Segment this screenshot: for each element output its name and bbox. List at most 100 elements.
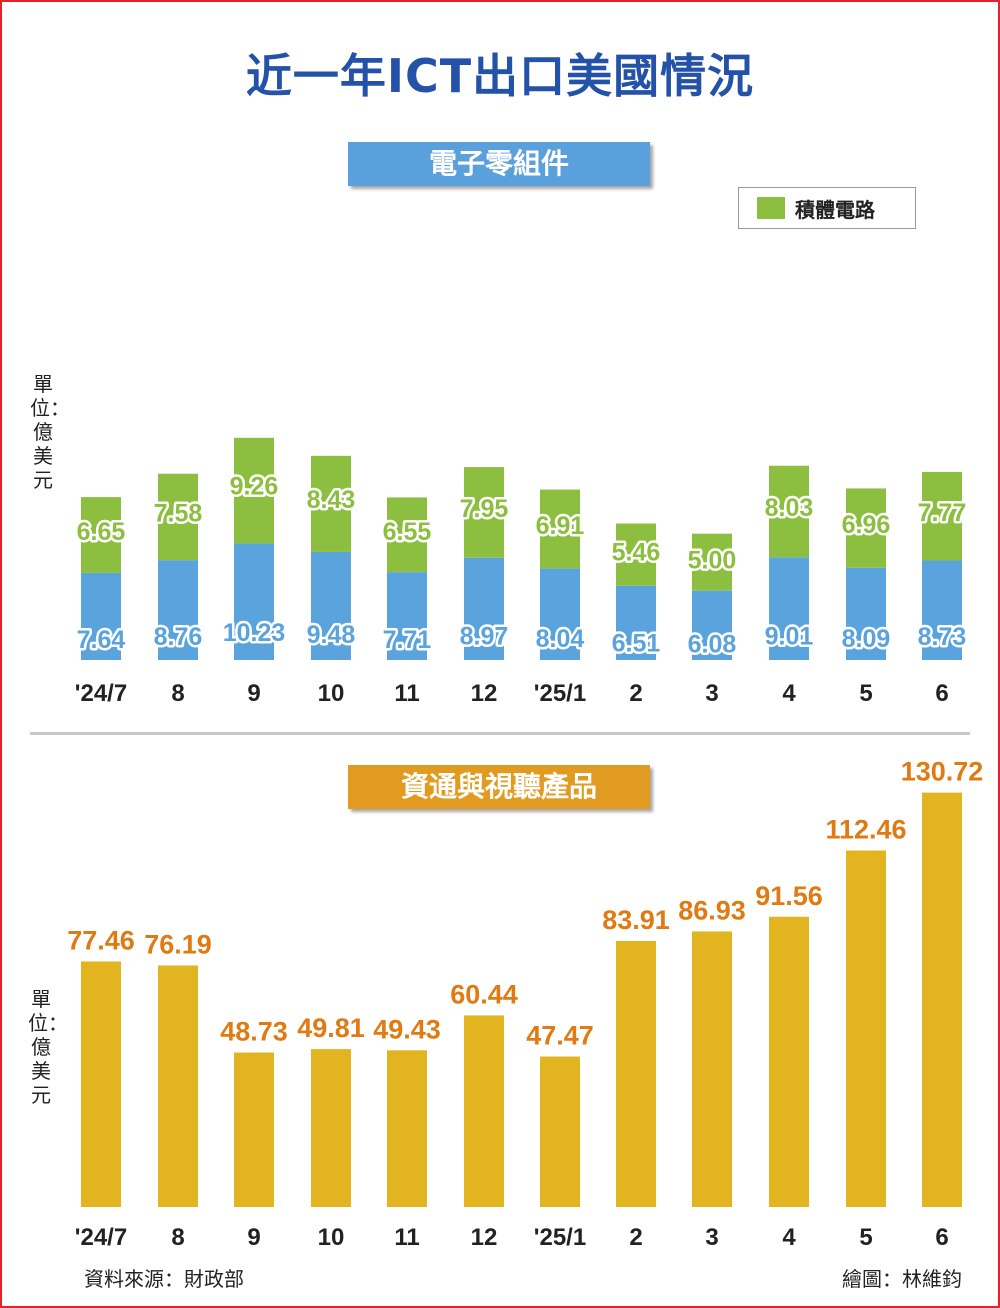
value-label-blue-1: 8.76 [154, 623, 203, 651]
x-tick-label-top-5: 12 [471, 680, 498, 707]
bar-green-5 [464, 467, 504, 558]
bar-green-7 [616, 523, 656, 586]
value-label-green-1: 7.58 [154, 500, 203, 528]
value-label-blue-4: 7.71 [383, 626, 432, 654]
value-label-1: 76.19 [144, 929, 212, 959]
x-tick-label-top-8: 3 [705, 680, 718, 707]
electronic-components-chart: 7.64 6.65 '24/7 8.76 7.58 8 10.23 9.26 9 9.48 8.43… [74, 437, 969, 707]
bar-gold-3 [311, 1049, 351, 1207]
value-label-blue-5: 8.97 [460, 622, 509, 650]
x-tick-label-top-3: 10 [318, 680, 345, 707]
bar-blue-8 [692, 590, 732, 660]
value-label-green-8: 5.00 [688, 546, 737, 574]
x-tick-label-top-10: 5 [859, 680, 872, 707]
bar-green-6 [540, 489, 580, 569]
value-label-blue-0: 7.64 [77, 626, 126, 654]
legend: 積體電路 [738, 187, 916, 229]
bar-green-0 [81, 497, 121, 573]
bar-gold-7 [616, 941, 656, 1207]
value-label-blue-7: 6.51 [612, 629, 661, 657]
bar-gold-9 [769, 916, 809, 1207]
x-tick-label-bottom-6: '25/1 [534, 1224, 586, 1251]
x-tick-label-bottom-10: 5 [859, 1224, 872, 1251]
bar-gold-10 [846, 850, 886, 1207]
value-label-green-11: 7.77 [918, 499, 967, 527]
bar-blue-5 [464, 557, 504, 660]
bar-blue-2 [234, 543, 274, 660]
bar-gold-2 [234, 1052, 274, 1207]
bar-gold-6 [540, 1056, 580, 1207]
value-label-blue-10: 8.09 [842, 625, 891, 653]
value-label-9: 91.56 [755, 881, 823, 911]
ict-av-products-chart: 77.46 '24/7 76.19 8 48.73 9 49.81 10 49.43 11 60.4… [67, 757, 983, 1251]
x-tick-label-top-7: 2 [629, 680, 642, 707]
x-tick-label-top-6: '25/1 [534, 680, 586, 707]
x-tick-label-bottom-11: 6 [935, 1224, 948, 1251]
value-label-blue-8: 6.08 [688, 631, 737, 659]
x-tick-label-bottom-9: 4 [782, 1224, 796, 1251]
x-tick-label-top-9: 4 [782, 680, 796, 707]
bar-gold-0 [81, 961, 121, 1207]
value-label-green-6: 6.91 [536, 512, 585, 540]
bar-green-11 [922, 471, 962, 561]
x-tick-label-bottom-5: 12 [471, 1224, 498, 1251]
value-label-green-10: 6.96 [842, 511, 891, 539]
bar-blue-9 [769, 557, 809, 660]
x-tick-label-bottom-8: 3 [705, 1224, 718, 1251]
legend-label-ic: 積體電路 [795, 198, 875, 222]
value-label-10: 112.46 [825, 815, 906, 845]
x-tick-label-bottom-0: '24/7 [75, 1224, 127, 1251]
bar-blue-0 [81, 572, 121, 660]
value-label-green-7: 5.46 [612, 539, 661, 567]
bar-blue-11 [922, 560, 962, 660]
x-tick-label-top-1: 8 [171, 680, 184, 707]
value-label-green-0: 6.65 [77, 518, 126, 546]
x-tick-label-top-11: 6 [935, 680, 948, 707]
value-label-green-9: 8.03 [765, 494, 814, 522]
x-tick-label-bottom-2: 9 [247, 1224, 260, 1251]
unit-label-bottom: 單位：億美元 [28, 987, 68, 1107]
value-label-green-3: 8.43 [307, 486, 356, 514]
value-label-blue-6: 8.04 [536, 625, 585, 653]
x-tick-label-bottom-4: 11 [394, 1224, 419, 1251]
bar-green-3 [311, 455, 351, 552]
bar-green-10 [846, 488, 886, 568]
value-label-green-4: 6.55 [383, 518, 432, 546]
value-label-5: 60.44 [450, 979, 518, 1009]
bar-blue-7 [616, 585, 656, 660]
bar-green-1 [158, 473, 198, 561]
x-tick-label-top-4: 11 [394, 680, 419, 707]
bar-gold-4 [387, 1050, 427, 1207]
value-label-blue-11: 8.73 [918, 623, 967, 651]
value-label-0: 77.46 [67, 925, 135, 955]
bar-blue-1 [158, 560, 198, 660]
bar-blue-10 [846, 567, 886, 660]
value-label-blue-9: 9.01 [765, 622, 814, 650]
x-tick-label-top-0: '24/7 [75, 680, 127, 707]
x-tick-label-bottom-7: 2 [629, 1224, 642, 1251]
x-tick-label-bottom-3: 10 [318, 1224, 345, 1251]
value-label-4: 49.43 [373, 1014, 441, 1044]
value-label-blue-3: 9.48 [307, 621, 356, 649]
value-label-2: 48.73 [220, 1017, 288, 1047]
value-label-8: 86.93 [678, 895, 746, 925]
ict-av-products-banner: 資通與視聽產品 [348, 765, 650, 809]
x-tick-label-top-2: 9 [247, 680, 260, 707]
bar-gold-8 [692, 931, 732, 1207]
electronic-components-banner: 電子零組件 [348, 142, 650, 186]
bar-blue-3 [311, 551, 351, 660]
page-title: 近一年ICT出口美國情況 [245, 49, 755, 103]
bar-gold-1 [158, 965, 198, 1207]
legend-swatch-ic [757, 197, 785, 219]
x-tick-label-bottom-1: 8 [171, 1224, 184, 1251]
value-label-green-2: 9.26 [230, 472, 279, 500]
bar-green-9 [769, 465, 809, 558]
source-note: 資料來源：財政部 [84, 1267, 244, 1291]
value-label-blue-2: 10.23 [223, 619, 286, 647]
value-label-3: 49.81 [297, 1013, 365, 1043]
bar-green-2 [234, 437, 274, 544]
bar-blue-6 [540, 568, 580, 660]
graphic-credit: 繪圖：林維鈞 [842, 1267, 962, 1291]
value-label-11: 130.72 [901, 757, 984, 787]
